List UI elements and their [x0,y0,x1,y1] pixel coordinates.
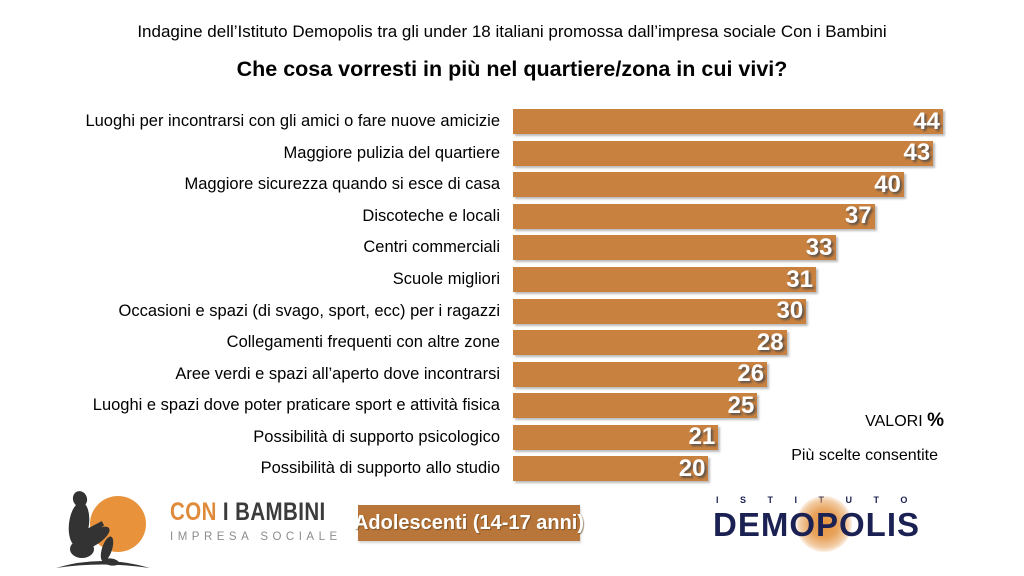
bar-track: 20 [513,454,953,482]
bar-chart: Luoghi per incontrarsi con gli amici o f… [40,106,984,485]
bar-label: Scuole migliori [392,270,500,288]
bar-track: 43 [513,139,953,167]
audience-badge: Adolescenti (14-17 anni) [354,505,584,541]
bar: 33 [513,233,836,261]
survey-subtitle: Indagine dell’Istituto Demopolis tra gli… [137,22,887,41]
bar: 20 [513,454,709,482]
valori-percent: % [927,410,944,431]
bar-value: 20 [678,454,706,482]
bar: 25 [513,391,758,419]
bar-value: 25 [727,391,755,419]
bar-track: 44 [513,107,953,135]
bar-value: 40 [874,170,901,198]
bar-value: 28 [756,328,784,356]
bar-track: 25 [513,391,953,419]
page-title: Che cosa vorresti in più nel quartiere/z… [236,57,788,81]
chart-row: Collegamenti frequenti con altre zone 28 [40,327,984,359]
bar-value: 44 [913,107,940,135]
chart-row: Luoghi per incontrarsi con gli amici o f… [40,106,984,138]
bar-label: Collegamenti frequenti con altre zone [226,333,500,352]
chart-row: Possibilità di supporto allo studio 20 [40,453,984,485]
chart-row: Luoghi e spazi dove poter praticare spor… [40,390,984,422]
chart-row: Centri commerciali 33 [40,232,984,264]
bar: 37 [513,202,875,230]
bar-label: Maggiore pulizia del quartiere [283,143,500,162]
chart-row: Scuole migliori 31 [40,264,984,296]
bar: 40 [513,170,904,198]
bar: 44 [513,107,943,135]
con-i-bambini-title: CON I BAMBINI [170,498,326,526]
con-i-bambini-logo: CON I BAMBINI IMPRESA SOCIALE [52,486,337,574]
bar-label: Possibilità di supporto psicologico [253,427,500,446]
bar: 21 [513,423,719,451]
bar-value: 26 [737,360,765,388]
bar-value: 43 [903,139,931,167]
valori-note: VALORI % [524,410,944,432]
bar: 43 [513,139,934,167]
bar-track: 33 [513,233,953,261]
bar-label: Luoghi e spazi dove poter praticare spor… [92,396,500,415]
chart-row: Discoteche e locali 37 [40,201,984,233]
bar: 28 [513,328,787,356]
bar-track: 28 [513,328,953,356]
bar-label: Centri commerciali [363,238,500,257]
bar: 31 [513,267,816,292]
con-i-bambini-wordmark: CON I BAMBINI IMPRESA SOCIALE [170,498,360,543]
bar-label: Discoteche e locali [362,206,500,225]
bar-track: 31 [513,267,953,292]
bar-value: 31 [786,265,813,293]
bar-value: 21 [688,423,716,451]
bar-label: Occasioni e spazi (di svago, sport, ecc)… [118,301,501,320]
valori-label: VALORI [865,413,923,430]
bar-value: 30 [776,297,804,325]
bar-track: 26 [513,360,953,388]
demopolis-wordmark: DEMOPOLIS [713,496,943,552]
impresa-sociale-label: IMPRESA SOCIALE [170,531,342,543]
multi-choice-note: Più scelte consentite [791,447,938,464]
chart-row: Maggiore sicurezza quando si esce di cas… [40,169,984,201]
demopolis-sun-icon [796,496,852,552]
bar-label: Possibilità di supporto allo studio [260,459,500,478]
bar-track: 21 [513,423,953,451]
child-reading-icon [56,491,150,568]
bar-track: 40 [513,170,953,198]
chart-row: Aree verdi e spazi all’aperto dove incon… [40,358,984,390]
bar-label: Aree verdi e spazi all’aperto dove incon… [175,364,500,383]
chart-row: Maggiore pulizia del quartiere 43 [40,138,984,170]
bar-track: 37 [513,202,953,230]
bar-label: Luoghi per incontrarsi con gli amici o f… [85,112,500,131]
bar-label: Maggiore sicurezza quando si esce di cas… [184,175,500,194]
bar: 30 [513,297,807,325]
demopolis-logo: ISTITUTO DEMOPOLIS [713,495,943,552]
chart-row: Occasioni e spazi (di svago, sport, ecc)… [40,295,984,327]
bar-value: 37 [844,202,872,230]
chart-row: Possibilità di supporto psicologico 21 [40,421,984,453]
bar: 26 [513,360,768,388]
bar-track: 30 [513,297,953,325]
bar-value: 33 [805,233,833,261]
